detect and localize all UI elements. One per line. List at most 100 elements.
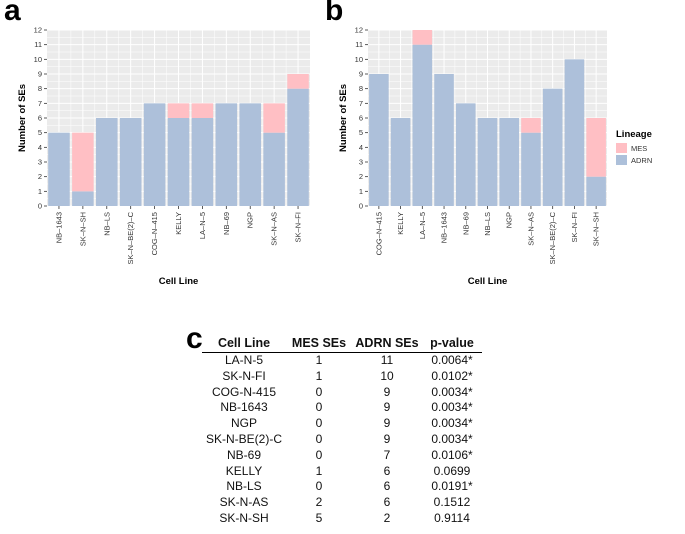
y-tick-label: 9 [38, 70, 42, 79]
y-tick-label: 1 [359, 187, 363, 196]
table-cell: 7 [383, 447, 391, 462]
x-tick-label: COG–N–415 [374, 212, 383, 255]
table-cell: 6 [383, 495, 391, 510]
y-tick-label: 0 [38, 202, 42, 211]
table-header-row: Cell Line MES SEs ADRN SEs p-value [202, 336, 482, 353]
x-tick-label: NB–69 [461, 212, 470, 235]
table-cell: 0.0191* [431, 479, 473, 494]
bar-adrn [369, 74, 389, 206]
bar-mes [412, 30, 433, 45]
table-cell: NB-LS [226, 479, 262, 494]
bar-adrn [287, 88, 309, 206]
x-tick-label: NGP [246, 212, 255, 228]
table-cell: 0 [315, 416, 323, 431]
x-tick-label: COG–N–415 [150, 212, 159, 255]
table-cell: 9 [383, 400, 391, 415]
table-cell: 5 [315, 510, 323, 525]
table-cell: 1 [315, 353, 323, 367]
y-tick-label: 0 [359, 202, 363, 211]
y-tick-label: 9 [359, 70, 363, 79]
bar-adrn [96, 118, 118, 206]
x-tick-label: NB–1643 [54, 212, 63, 243]
table-cell: SK-N-SH [219, 510, 269, 525]
bar-adrn [455, 103, 476, 206]
bar-adrn [143, 103, 166, 206]
x-tick-label: SK–N–BE(2)–C [548, 211, 557, 264]
bar-adrn [412, 44, 433, 206]
table-cell: 0.0064* [431, 353, 473, 367]
table-cell: 0.0699 [433, 463, 471, 478]
column-header: p-value [422, 336, 482, 353]
table-row: NB-1643 0 9 0.0034* [202, 400, 482, 416]
x-tick-label: SK–N–SH [592, 212, 601, 246]
table-row: SK-N-SH 5 2 0.9114 [202, 511, 482, 527]
bar-mes [191, 103, 214, 118]
table-cell: KELLY [225, 463, 263, 478]
table-cell: COG-N-415 [211, 384, 276, 399]
table-cell: 0.0034* [431, 384, 473, 399]
y-tick-label: 7 [359, 99, 363, 108]
bar-adrn [499, 118, 520, 206]
table-cell: LA-N-5 [224, 353, 263, 367]
table-cell: 0.0034* [431, 400, 473, 415]
y-tick-label: 6 [359, 114, 363, 123]
x-tick-label: LA–N–5 [418, 212, 427, 239]
y-tick-label: 3 [38, 158, 42, 167]
table-cell: 0.9114 [434, 510, 470, 525]
column-header: Cell Line [202, 336, 286, 353]
table-row: NB-LS 0 6 0.0191* [202, 479, 482, 495]
y-tick-label: 1 [38, 187, 42, 196]
y-tick-label: 8 [359, 84, 363, 93]
table-cell: 9 [383, 416, 391, 431]
y-tick-label: 2 [359, 172, 363, 181]
bar-adrn [586, 176, 606, 206]
panel-label-a: a [4, 0, 21, 27]
y-axis-title: Number of SEs [338, 84, 349, 152]
bar-adrn [263, 132, 285, 206]
table-cell: 11 [380, 353, 394, 367]
table-cell: NGP [230, 416, 257, 431]
y-tick-label: 2 [38, 172, 42, 181]
y-tick-label: 12 [355, 26, 363, 35]
table-cell: 0.0102* [431, 368, 473, 383]
bar-adrn [239, 103, 261, 206]
legend-swatch-adrn [616, 155, 627, 165]
table-row: SK-N-AS 2 6 0.1512 [202, 495, 482, 511]
table-row: KELLY 1 6 0.0699 [202, 464, 482, 480]
bar-adrn [191, 118, 214, 206]
y-tick-label: 10 [355, 55, 363, 64]
x-tick-label: KELLY [174, 212, 183, 235]
bar-adrn [48, 132, 70, 206]
x-tick-label: SK–N–FI [570, 212, 579, 242]
y-tick-label: 11 [34, 40, 42, 49]
table-cell: 0 [315, 400, 323, 415]
table-cell: 1 [315, 463, 323, 478]
x-tick-label: NB–1643 [440, 212, 449, 243]
bar-mes [287, 74, 309, 89]
x-tick-label: LA–N–5 [198, 212, 207, 239]
bar-adrn [390, 118, 411, 206]
x-tick-label: NB–LS [102, 212, 111, 236]
legend-label: ADRN [631, 156, 652, 165]
bar-adrn [542, 88, 563, 206]
y-tick-label: 12 [34, 26, 42, 35]
table-cell: 0.1512 [433, 495, 471, 510]
panel-label-b: b [325, 0, 344, 27]
y-tick-label: 7 [38, 99, 42, 108]
table-cell: NB-69 [226, 447, 261, 462]
x-tick-label: SK–N–AS [526, 212, 535, 246]
y-tick-label: 3 [359, 158, 363, 167]
table-cell: 2 [383, 510, 391, 525]
bar-adrn [564, 59, 585, 207]
table-cell: 10 [380, 368, 394, 383]
x-tick-label: SK–N–SH [78, 212, 87, 246]
table-cell: 0 [315, 384, 323, 399]
bar-mes [586, 118, 606, 177]
table-row: LA-N-5 1 11 0.0064* [202, 353, 482, 369]
y-tick-label: 6 [38, 114, 42, 123]
table-cell: 9 [383, 384, 391, 399]
bar-adrn [167, 118, 190, 206]
